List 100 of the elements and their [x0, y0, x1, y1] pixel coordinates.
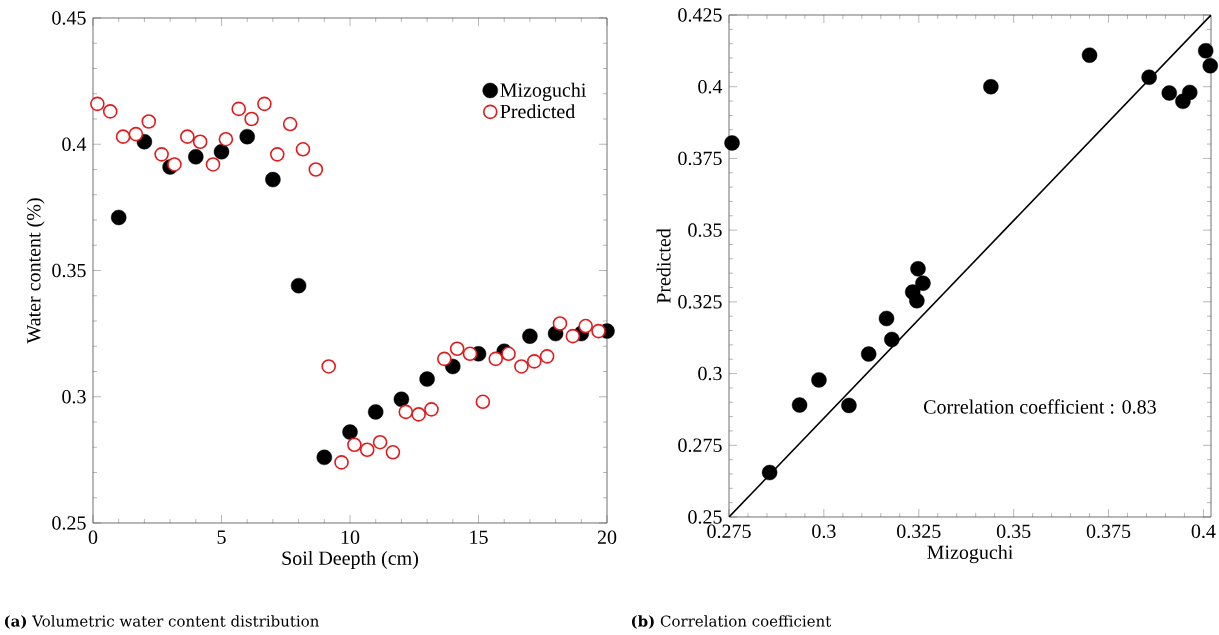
- y-tick-label: 0.45: [52, 11, 86, 25]
- y-tick-label: 0.4: [62, 137, 87, 152]
- y-tick-label: 0.3: [698, 366, 722, 381]
- point: [462, 346, 478, 362]
- x-tick-label: 20: [597, 530, 617, 545]
- point: [213, 144, 230, 160]
- point: [393, 391, 410, 407]
- point: [167, 157, 182, 172]
- point: [522, 328, 538, 344]
- point: [295, 141, 311, 157]
- point: [192, 134, 208, 150]
- x-tick-label: 0.325: [897, 524, 941, 539]
- y-tick-label: 0.25: [688, 510, 722, 524]
- x-tick-label: 0: [88, 530, 98, 545]
- x-tick-label: 0.35: [996, 524, 1031, 539]
- point: [1161, 85, 1177, 101]
- y-tick-label: 0.375: [678, 151, 722, 166]
- point: [552, 316, 568, 331]
- point: [437, 351, 452, 367]
- text: (b) Correlation coefficient: [631, 615, 832, 629]
- point: [244, 111, 259, 127]
- point: [154, 147, 169, 162]
- point: [141, 114, 157, 129]
- point: [218, 131, 234, 147]
- point: [290, 277, 307, 294]
- x-tick-label: 0.3: [812, 524, 836, 539]
- y-axis-title: Water content (%): [26, 198, 45, 344]
- point: [1081, 47, 1098, 63]
- y-tick-label: 0.4: [698, 79, 723, 94]
- point: [265, 171, 281, 188]
- point: [591, 323, 606, 339]
- y-tick-label: 0.425: [678, 8, 722, 22]
- point: [188, 149, 204, 165]
- y-tick-label: 0.275: [678, 438, 722, 453]
- point: [372, 434, 388, 450]
- point: [424, 402, 439, 417]
- point: [915, 275, 931, 291]
- point: [90, 96, 105, 112]
- point: [909, 293, 925, 309]
- y-axis-title: Predicted: [656, 228, 671, 304]
- point: [411, 407, 426, 422]
- point: [860, 346, 877, 362]
- point: [269, 147, 285, 162]
- point: [316, 449, 332, 466]
- point: [115, 129, 131, 144]
- point: [239, 128, 255, 145]
- point: [359, 442, 375, 458]
- point: [488, 351, 504, 367]
- point: [398, 404, 414, 420]
- point: [761, 464, 778, 481]
- point: [526, 354, 542, 369]
- point: [983, 79, 999, 95]
- point: [514, 359, 529, 374]
- point: [1141, 69, 1157, 85]
- point: [334, 455, 349, 470]
- point: [205, 157, 221, 172]
- x-tick-label: 0.4: [1191, 524, 1216, 539]
- point: [1182, 84, 1198, 101]
- point: [321, 359, 336, 374]
- point: [385, 445, 401, 460]
- legend-label: Predicted: [500, 104, 576, 119]
- point: [102, 104, 118, 119]
- point: [231, 101, 247, 117]
- point: [282, 116, 298, 132]
- point: [910, 261, 926, 277]
- point: [475, 394, 491, 410]
- point: [724, 135, 740, 151]
- x-axis-title: Soil Deepth (cm): [282, 550, 418, 570]
- text: (a) Volumetric water content distribution: [4, 615, 319, 629]
- point: [347, 437, 362, 453]
- point: [791, 397, 808, 413]
- y-tick-label: 0.35: [688, 223, 722, 237]
- annotation: Correlation coefficient : 0.83: [923, 399, 1156, 414]
- point: [308, 162, 324, 177]
- y-tick-label: 0.325: [678, 295, 722, 309]
- point: [449, 341, 465, 357]
- x-tick-label: 0.375: [1086, 524, 1131, 539]
- x-axis-title: Mizoguchi: [927, 544, 1013, 564]
- point: [180, 129, 195, 144]
- point: [257, 96, 272, 112]
- y-tick-label: 0.25: [52, 516, 86, 530]
- point: [342, 424, 358, 440]
- x-tick-label: 5: [217, 530, 226, 544]
- point: [368, 404, 384, 420]
- y-tick-label: 0.35: [52, 263, 86, 278]
- point: [501, 346, 516, 362]
- point: [811, 372, 827, 388]
- x-tick-label: 15: [470, 530, 488, 544]
- x-tick-label: 10: [341, 530, 360, 545]
- point: [111, 209, 127, 226]
- legend-label: Mizoguchi: [500, 82, 587, 101]
- point: [419, 371, 435, 387]
- point: [578, 318, 593, 334]
- point: [878, 310, 895, 327]
- point: [128, 126, 144, 142]
- point: [884, 331, 900, 348]
- point: [841, 397, 857, 414]
- point: [565, 328, 581, 344]
- point: [539, 349, 555, 364]
- y-tick-label: 0.3: [62, 389, 86, 404]
